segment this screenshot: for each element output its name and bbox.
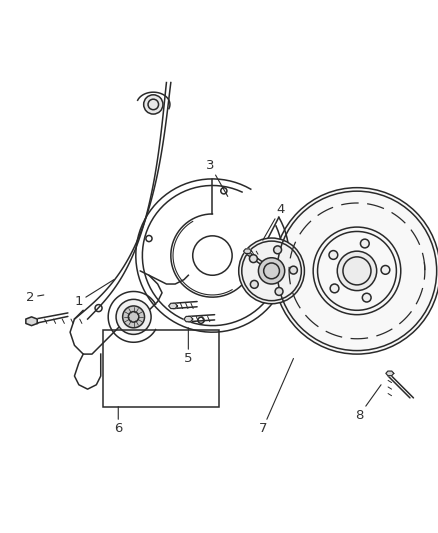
Text: 1: 1 — [74, 280, 114, 308]
Circle shape — [360, 239, 369, 248]
Polygon shape — [169, 303, 177, 309]
Circle shape — [239, 238, 304, 304]
Text: 3: 3 — [206, 159, 228, 197]
Circle shape — [275, 287, 283, 295]
Circle shape — [330, 284, 339, 293]
Text: 4: 4 — [263, 203, 285, 240]
Circle shape — [250, 255, 258, 263]
Text: 5: 5 — [184, 328, 193, 365]
Circle shape — [381, 265, 390, 274]
Circle shape — [362, 293, 371, 302]
Polygon shape — [244, 249, 251, 254]
Text: 2: 2 — [26, 290, 44, 304]
Text: 7: 7 — [258, 359, 293, 435]
Circle shape — [274, 188, 438, 354]
Circle shape — [258, 258, 285, 284]
Circle shape — [123, 306, 145, 328]
Circle shape — [329, 251, 338, 260]
Text: 8: 8 — [355, 385, 381, 422]
Circle shape — [251, 280, 258, 288]
Circle shape — [144, 95, 163, 114]
Polygon shape — [26, 317, 37, 326]
Circle shape — [290, 266, 297, 274]
Circle shape — [337, 251, 377, 290]
Circle shape — [116, 300, 151, 334]
Polygon shape — [184, 317, 193, 322]
Circle shape — [274, 246, 282, 254]
Text: 6: 6 — [114, 407, 123, 435]
Polygon shape — [386, 371, 394, 376]
